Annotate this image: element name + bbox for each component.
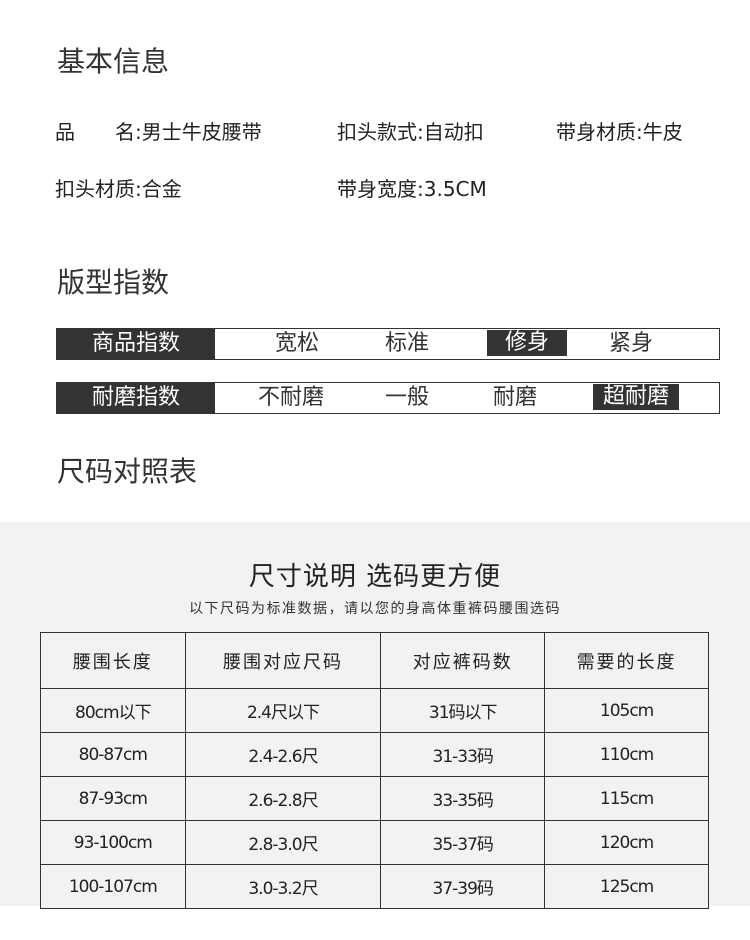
table-row: 80-87cm 2.4-2.6尺 31-33码 110cm xyxy=(40,732,709,777)
header-cell: 对应裤码数 xyxy=(380,632,546,689)
cell: 110cm xyxy=(544,732,709,777)
table-row: 93-100cm 2.8-3.0尺 35-37码 120cm xyxy=(40,820,709,865)
cell: 2.4-2.6尺 xyxy=(184,732,382,777)
wear-index-bar: 耐磨指数 不耐磨 一般 耐磨 超耐磨 xyxy=(56,382,720,414)
option-selected: 超耐磨 xyxy=(593,384,679,410)
cell: 105cm xyxy=(544,688,709,733)
cell: 125cm xyxy=(544,864,709,909)
cell: 2.6-2.8尺 xyxy=(184,776,382,821)
info-strap-width: 带身宽度:3.5CM xyxy=(337,177,487,201)
banner-title: 尺寸说明 选码更方便 xyxy=(248,562,502,592)
cell: 87-93cm xyxy=(40,776,186,821)
option: 一般 xyxy=(385,385,430,410)
size-table: 腰围长度 腰围对应尺码 对应裤码数 需要的长度 80cm以下 2.4尺以下 31码以… xyxy=(40,632,709,909)
cell: 80cm以下 xyxy=(40,688,186,733)
cell: 31码以下 xyxy=(380,688,546,733)
info-buckle-material: 扣头材质:合金 xyxy=(55,177,182,201)
table-header: 腰围长度 腰围对应尺码 对应裤码数 需要的长度 xyxy=(40,632,709,689)
cell: 120cm xyxy=(544,820,709,865)
cell: 2.8-3.0尺 xyxy=(184,820,382,865)
cell: 93-100cm xyxy=(40,820,186,865)
cell: 35-37码 xyxy=(380,820,546,865)
cell: 115cm xyxy=(544,776,709,821)
size-title: 尺码对照表 xyxy=(57,455,198,488)
cell: 3.0-3.2尺 xyxy=(184,864,382,909)
option: 不耐磨 xyxy=(258,385,325,410)
banner-subtitle: 以下尺码为标准数据，请以您的身高体重裤码腰围选码 xyxy=(189,601,561,617)
info-name: 品 名:男士牛皮腰带 xyxy=(55,120,262,144)
product-index-bar: 商品指数 宽松 标准 修身 紧身 xyxy=(56,328,720,360)
table-row: 87-93cm 2.6-2.8尺 33-35码 115cm xyxy=(40,776,709,821)
basic-info-title: 基本信息 xyxy=(57,45,170,78)
cell: 80-87cm xyxy=(40,732,186,777)
cell: 37-39码 xyxy=(380,864,546,909)
header-cell: 腰围长度 xyxy=(40,632,186,689)
table-row: 100-107cm 3.0-3.2尺 37-39码 125cm xyxy=(40,864,709,909)
header-cell: 腰围对应尺码 xyxy=(184,632,382,689)
bar-label: 耐磨指数 xyxy=(57,383,215,413)
cell: 33-35码 xyxy=(380,776,546,821)
option: 耐磨 xyxy=(493,385,538,410)
fit-title: 版型指数 xyxy=(57,266,170,299)
cell: 100-107cm xyxy=(40,864,186,909)
bar-label: 商品指数 xyxy=(57,329,215,359)
cell: 31-33码 xyxy=(380,732,546,777)
option-selected: 修身 xyxy=(487,330,567,356)
option: 紧身 xyxy=(609,331,654,356)
option: 标准 xyxy=(385,331,430,356)
option: 宽松 xyxy=(275,331,320,356)
table-row: 80cm以下 2.4尺以下 31码以下 105cm xyxy=(40,688,709,733)
cell: 2.4尺以下 xyxy=(184,688,382,733)
info-buckle-style: 扣头款式:自动扣 xyxy=(337,120,484,144)
info-strap-material: 带身材质:牛皮 xyxy=(556,120,683,144)
header-cell: 需要的长度 xyxy=(544,632,709,689)
